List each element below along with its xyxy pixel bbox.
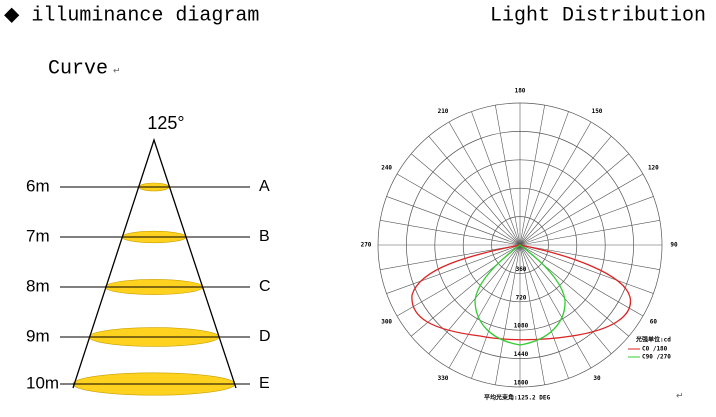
radial-label: 1440 [514, 351, 529, 358]
distance-label: 9m [26, 326, 50, 345]
level-label: D [259, 328, 271, 345]
header-left: ◆ illuminance diagram [4, 4, 259, 27]
angle-label: 30 [593, 375, 601, 382]
radial-line [519, 173, 644, 246]
angle-label: 330 [438, 375, 449, 382]
radial-line [396, 173, 521, 246]
angle-label: 270 [361, 242, 372, 249]
radial-line [428, 136, 521, 246]
radial-line [519, 220, 660, 246]
unit: 光强单位:cd [635, 336, 671, 344]
distance-label: 10m [26, 373, 59, 392]
radial-label: 1080 [514, 323, 529, 330]
radial-line [411, 153, 521, 246]
angle-label: 150 [592, 108, 603, 115]
c90-curve [474, 244, 566, 346]
angle-label: 240 [381, 165, 392, 172]
radial-line [519, 121, 592, 246]
radial-line [428, 244, 521, 354]
subtitle: Curve [48, 57, 108, 80]
radial-line [519, 136, 612, 246]
angle-label: 210 [438, 108, 449, 115]
cone-angle: 125° [147, 113, 184, 133]
paragraph-mark: ↵ [676, 390, 684, 400]
radial-line [448, 121, 521, 246]
radial-label: 360 [516, 266, 527, 273]
level-label: E [259, 375, 270, 392]
radial-line [495, 105, 521, 246]
radial-line [380, 220, 521, 246]
radial-line [519, 111, 569, 246]
radial-line [519, 244, 612, 354]
level-label: A [259, 178, 270, 195]
radial-line [519, 244, 660, 270]
radial-line [519, 153, 629, 246]
legend-entry: C90 /270 [642, 354, 671, 361]
angle-label: 300 [381, 319, 392, 326]
level-label: B [259, 228, 270, 245]
radial-line [471, 244, 521, 379]
radial-line [519, 244, 545, 385]
distance-label: 6m [26, 176, 50, 195]
radial-line [386, 244, 521, 294]
radial-line [519, 244, 592, 369]
radial-line [471, 111, 521, 246]
radial-line [519, 244, 654, 294]
angle-label: 90 [670, 242, 678, 249]
beam-angle: 平均光束角:125.2 DEG [484, 394, 551, 402]
c0-curve [411, 244, 632, 341]
radial-line [380, 244, 521, 270]
angle-label: 180 [515, 88, 526, 95]
radial-line [448, 244, 521, 369]
radial-line [519, 244, 644, 317]
radial-label: 720 [516, 294, 527, 301]
angle-label: 60 [650, 319, 658, 326]
cone [72, 137, 237, 389]
radial-line [519, 105, 545, 246]
radial-line [386, 196, 521, 246]
radial-line [495, 244, 521, 385]
radial-line [519, 196, 654, 246]
radial-label: 1800 [514, 380, 529, 387]
level-label: C [259, 278, 271, 295]
angle-label: 120 [648, 165, 659, 172]
distance-label: 8m [26, 276, 50, 295]
legend-entry: C0 /180 [642, 346, 668, 353]
radial-line [519, 244, 569, 379]
paragraph-mark: ↵ [113, 65, 121, 75]
header-right: Light Distribution [490, 4, 706, 27]
radial-line [396, 244, 521, 317]
distance-label: 7m [26, 226, 50, 245]
